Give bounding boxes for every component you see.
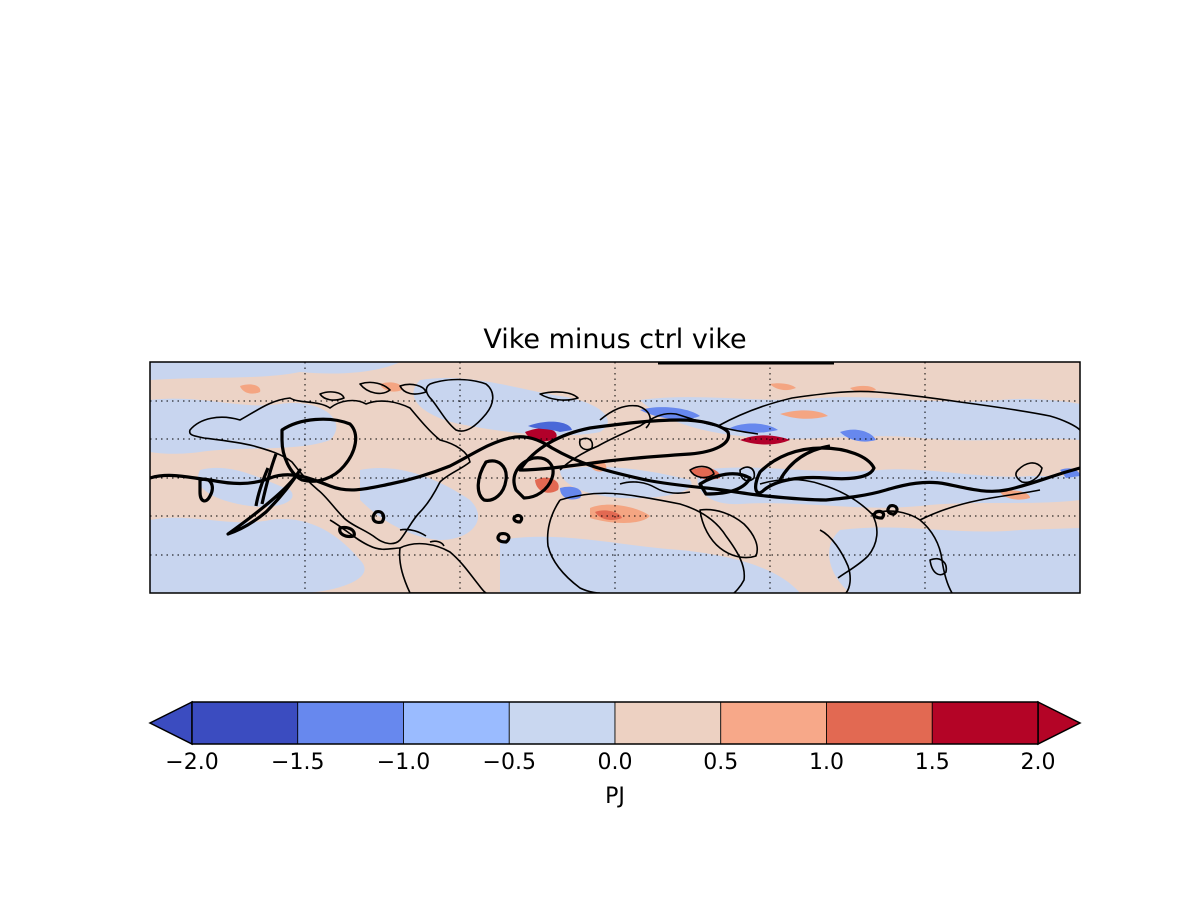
- colorbar-tick: −0.5: [482, 750, 536, 775]
- colorbar-tick: 0.0: [597, 750, 633, 775]
- colorbar-tick: 0.5: [703, 750, 739, 775]
- map-frame: [149, 361, 1081, 594]
- colorbar-tick: 1.5: [914, 750, 950, 775]
- colorbar-tick: 1.0: [809, 750, 844, 775]
- colorbar-extend-max: [1037, 700, 1082, 746]
- colorbar-segment: [191, 701, 299, 745]
- colorbar-tick: −1.5: [271, 750, 325, 775]
- colorbar-segment: [826, 701, 933, 745]
- control-contour: [150, 417, 1080, 544]
- plot-title: Vike minus ctrl vike: [483, 324, 747, 355]
- colorbar-tick: −1.0: [376, 750, 431, 775]
- colorbar: [148, 700, 1082, 746]
- colorbar-tick: 2.0: [1020, 750, 1056, 775]
- colorbar-frame: [191, 701, 1039, 745]
- colorbar-segment: [297, 701, 404, 745]
- colorbar-segment: [403, 701, 510, 745]
- colorbar-label: PJ: [605, 784, 625, 809]
- colorbar-segment: [931, 701, 1039, 745]
- colorbar-tick: −2.0: [165, 750, 219, 775]
- colorbar-segment: [614, 701, 722, 745]
- colorbar-segment: [720, 701, 827, 745]
- colorbar-segment: [508, 701, 616, 745]
- colorbar-extend-min: [148, 700, 193, 746]
- map-panel: [150, 362, 1080, 593]
